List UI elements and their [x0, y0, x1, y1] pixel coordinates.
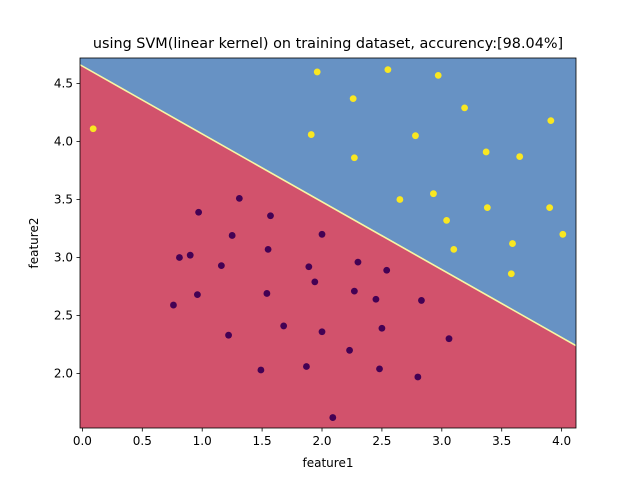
point-class-0-25 [303, 363, 310, 370]
point-class-0-29 [329, 414, 337, 421]
point-class-1-6 [307, 131, 315, 138]
chart-title: using SVM(linear kernel) on training dat… [93, 36, 563, 52]
point-class-0-3 [228, 232, 236, 239]
point-class-1-14 [483, 204, 491, 212]
point-class-0-13 [350, 287, 358, 295]
point-class-1-9 [350, 154, 358, 162]
point-class-1-19 [559, 230, 567, 238]
point-class-0-22 [225, 331, 232, 339]
x-tick-label: 1.0 [193, 434, 212, 448]
point-class-0-2 [267, 212, 274, 220]
y-axis-title: feature2 [27, 218, 41, 269]
y-axis: 2.0 2.5 3.0 3.5 4.0 4.5 [54, 77, 80, 380]
point-class-0-9 [217, 262, 225, 270]
y-tick-label: 4.5 [54, 77, 73, 91]
point-class-1-20 [507, 270, 515, 278]
point-class-0-6 [176, 254, 183, 261]
point-class-0-23 [445, 335, 453, 343]
point-class-0-0 [235, 194, 243, 202]
point-class-1-12 [430, 190, 437, 198]
plot-frame [79, 57, 577, 429]
point-class-0-20 [318, 328, 326, 336]
point-class-0-4 [318, 230, 326, 238]
point-class-0-16 [372, 295, 380, 303]
x-tick-label: 3.0 [432, 434, 451, 448]
point-class-1-1 [313, 68, 321, 76]
point-class-1-16 [443, 216, 451, 224]
y-tick-label: 3.0 [54, 250, 73, 264]
y-tick-label: 3.5 [54, 193, 73, 207]
point-class-1-13 [396, 196, 404, 203]
decision-boundary [80, 64, 576, 347]
x-tick-label: 1.5 [253, 434, 272, 448]
point-class-0-17 [418, 297, 425, 304]
x-tick-label: 2.5 [372, 434, 391, 448]
point-class-0-18 [170, 301, 177, 309]
points-layer [89, 66, 567, 421]
y-tick-label: 2.5 [54, 308, 73, 322]
y-tick-label: 4.0 [54, 135, 73, 149]
point-class-0-19 [280, 322, 288, 330]
point-class-1-18 [509, 240, 516, 247]
point-class-0-7 [264, 245, 272, 253]
point-class-0-12 [311, 278, 319, 286]
point-class-0-11 [383, 266, 391, 274]
x-tick-label: 3.5 [492, 434, 511, 448]
point-class-1-11 [516, 153, 524, 160]
point-class-1-2 [384, 66, 392, 73]
x-tick-label: 4.0 [552, 434, 571, 448]
y-tick-label: 2.0 [54, 366, 73, 380]
point-class-0-15 [263, 290, 271, 297]
point-class-1-3 [434, 71, 442, 79]
point-class-0-21 [378, 324, 386, 332]
x-tick-label: 0.0 [73, 434, 92, 448]
point-class-0-5 [186, 251, 194, 259]
point-class-0-10 [305, 263, 313, 271]
point-class-1-7 [412, 132, 419, 140]
point-class-0-24 [346, 346, 353, 354]
point-class-0-1 [195, 208, 203, 216]
point-class-1-4 [349, 95, 357, 102]
x-axis-title: feature1 [303, 456, 354, 470]
point-class-0-28 [414, 373, 422, 381]
point-class-1-0 [89, 125, 97, 133]
x-axis: 0.0 0.5 1.0 1.5 2.0 2.5 3.0 3.5 4.0 [73, 428, 571, 448]
plot-area [80, 58, 576, 428]
point-class-1-15 [546, 204, 554, 212]
point-class-0-26 [257, 366, 265, 374]
point-class-1-10 [482, 148, 490, 156]
point-class-1-5 [461, 104, 468, 112]
point-class-0-27 [376, 365, 383, 373]
point-class-0-14 [194, 291, 201, 299]
point-class-1-8 [547, 117, 555, 125]
point-class-1-17 [450, 245, 458, 253]
x-tick-label: 0.5 [133, 434, 152, 448]
point-class-0-8 [354, 258, 362, 266]
x-tick-label: 2.0 [312, 434, 331, 448]
